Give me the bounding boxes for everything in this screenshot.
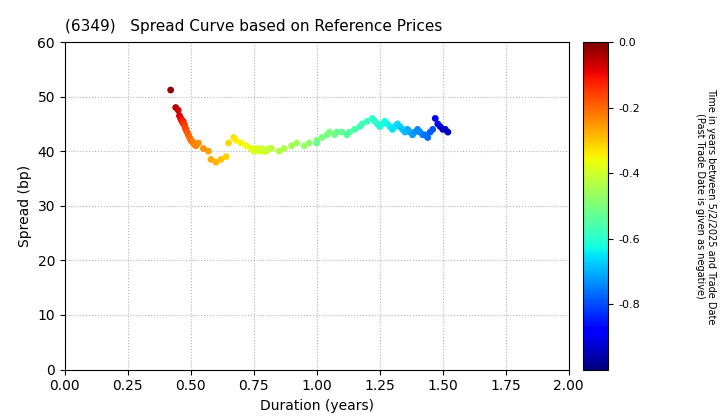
Point [175,115,186,122]
Point [185,137,197,144]
Point [248,148,259,155]
Point [409,129,420,135]
Point [180,126,192,133]
Point [437,126,449,133]
Point [190,142,202,149]
Point [434,123,446,130]
Point [179,122,190,129]
Point [177,119,189,126]
Point [407,131,418,138]
Point [429,115,441,122]
Point [321,131,333,138]
Point [432,121,444,127]
Point [202,148,214,155]
Point [184,134,195,141]
Point [220,153,232,160]
Point [356,121,368,127]
Point [251,145,262,152]
Y-axis label: Time in years between 5/2/2025 and Trade Date
(Past Trade Date is given as negat: Time in years between 5/2/2025 and Trade… [695,88,716,324]
Point [235,139,247,146]
Point [323,129,335,135]
Point [261,148,272,155]
Point [382,121,393,127]
Point [369,118,380,124]
Point [442,129,454,135]
Point [412,126,423,133]
Point [193,139,204,146]
Point [331,129,343,135]
Point [439,126,451,133]
Point [176,118,188,124]
Point [328,131,341,138]
Point [316,134,328,141]
Point [165,87,176,93]
Text: (6349)   Spread Curve based on Reference Prices: (6349) Spread Curve based on Reference P… [65,19,442,34]
Point [264,145,275,152]
Point [210,159,222,165]
Point [419,131,431,138]
Point [181,129,193,135]
Point [170,104,181,111]
Point [361,118,373,124]
Point [179,124,191,131]
Point [377,121,388,127]
Point [405,129,416,135]
Point [176,116,187,123]
Point [258,148,269,155]
Point [395,123,406,130]
Point [178,121,189,127]
Point [273,148,284,155]
Point [379,118,390,124]
Point [256,145,267,152]
Point [336,129,348,135]
Point [278,145,289,152]
Point [397,126,408,133]
Point [341,131,353,138]
Point [173,107,184,113]
Y-axis label: Spread (bp): Spread (bp) [18,165,32,247]
Point [291,139,302,146]
Point [422,134,433,141]
Point [189,141,200,148]
Point [399,129,410,135]
Point [222,139,234,146]
Point [286,142,297,149]
Point [417,131,428,138]
Point [174,112,185,119]
Point [374,123,386,130]
Point [230,137,242,144]
Point [348,126,360,133]
Point [354,123,365,130]
Point [387,126,398,133]
Point [303,139,315,146]
Point [187,139,199,146]
Point [197,145,209,152]
Point [392,121,403,127]
Point [228,134,239,141]
Point [186,138,198,145]
Point [384,123,396,130]
Point [311,139,323,146]
Point [366,115,378,122]
Point [414,129,426,135]
Point [182,131,194,138]
Point [205,156,217,163]
Point [311,137,323,144]
Point [389,123,400,130]
Point [424,129,436,135]
Point [240,142,252,149]
X-axis label: Duration (years): Duration (years) [260,399,374,413]
Point [298,142,310,149]
Point [215,156,227,163]
Point [372,121,383,127]
Point [427,126,438,133]
Point [343,129,355,135]
Point [402,126,413,133]
Point [266,145,277,152]
Point [253,148,265,155]
Point [246,145,257,152]
Point [177,118,189,124]
